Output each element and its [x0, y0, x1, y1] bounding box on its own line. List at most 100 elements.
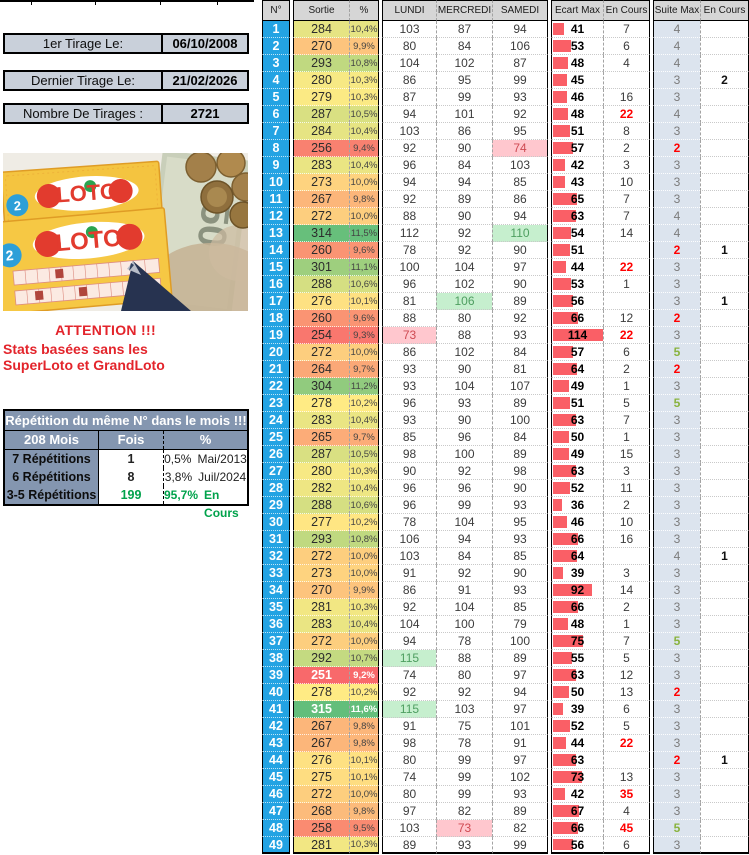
cell-n[interactable]: 44 [262, 752, 290, 769]
cell-pct[interactable]: 9,3% [349, 327, 379, 344]
rep-col-fois[interactable]: Fois [117, 432, 145, 447]
cell-ec[interactable]: 6 [603, 344, 650, 361]
cell-sec[interactable] [700, 463, 749, 480]
cell-mer[interactable]: 104 [436, 599, 492, 616]
cell-suite[interactable]: 4 [653, 106, 700, 123]
cell-sec[interactable] [700, 429, 749, 446]
cell-sam[interactable]: 91 [492, 735, 548, 752]
cell-suite[interactable]: 3 [653, 89, 700, 106]
cell-n[interactable]: 38 [262, 650, 290, 667]
cell-sam[interactable]: 90 [492, 242, 548, 259]
cell-sec[interactable] [700, 667, 749, 684]
rep-row-7[interactable]: 7 Répétitions 1 0,5% Mai/2013 [5, 450, 247, 468]
cell-ec[interactable]: 6 [603, 837, 650, 854]
cell-suite[interactable]: 4 [653, 208, 700, 225]
cell-mer[interactable]: 90 [436, 140, 492, 157]
cell-ec[interactable]: 5 [603, 718, 650, 735]
cell-mer[interactable]: 84 [436, 548, 492, 565]
cell-mer[interactable]: 92 [436, 242, 492, 259]
cell-pct[interactable]: 10,1% [349, 769, 379, 786]
cell-mer[interactable]: 101 [436, 106, 492, 123]
cell-sam[interactable]: 93 [492, 786, 548, 803]
cell-sec[interactable]: 1 [700, 242, 749, 259]
cell-pct[interactable]: 10,0% [349, 344, 379, 361]
cell-mer[interactable]: 89 [436, 191, 492, 208]
cell-ecart[interactable]: 56 [551, 293, 603, 310]
cell-sortie[interactable]: 251 [293, 667, 349, 684]
cell-sam[interactable]: 79 [492, 616, 548, 633]
cell-sec[interactable] [700, 140, 749, 157]
cell-pct[interactable]: 10,1% [349, 293, 379, 310]
cell-lun[interactable]: 93 [382, 412, 436, 429]
cell-mer[interactable]: 93 [436, 837, 492, 854]
cell-sam[interactable]: 85 [492, 174, 548, 191]
cell-ecart[interactable]: 52 [551, 718, 603, 735]
cell-sortie[interactable]: 272 [293, 633, 349, 650]
cell-pct[interactable]: 10,2% [349, 395, 379, 412]
cell-suite[interactable]: 3 [653, 480, 700, 497]
cell-ec[interactable]: 4 [603, 803, 650, 820]
cell-mer[interactable]: 96 [436, 429, 492, 446]
cell-mer[interactable]: 94 [436, 531, 492, 548]
cell-pct[interactable]: 9,7% [349, 361, 379, 378]
cell-ecart[interactable]: 55 [551, 650, 603, 667]
cell-pct[interactable]: 9,8% [349, 718, 379, 735]
cell-sortie[interactable]: 287 [293, 106, 349, 123]
cell-ecart[interactable]: 48 [551, 616, 603, 633]
cell-n[interactable]: 26 [262, 446, 290, 463]
cell-sortie[interactable]: 256 [293, 140, 349, 157]
cell-ecart[interactable]: 63 [551, 208, 603, 225]
cell-pct[interactable]: 10,3% [349, 837, 379, 854]
cell-suite[interactable]: 3 [653, 803, 700, 820]
cell-ec[interactable]: 2 [603, 599, 650, 616]
cell-n[interactable]: 24 [262, 412, 290, 429]
cell-mer[interactable]: 102 [436, 55, 492, 72]
cell-sortie[interactable]: 284 [293, 21, 349, 38]
cell-lun[interactable]: 80 [382, 752, 436, 769]
cell-lun[interactable]: 115 [382, 701, 436, 718]
cell-sec[interactable] [700, 89, 749, 106]
cell-lun[interactable]: 74 [382, 769, 436, 786]
cell-suite[interactable]: 3 [653, 667, 700, 684]
cell-sec[interactable] [700, 395, 749, 412]
cell-sam[interactable]: 94 [492, 21, 548, 38]
cell-ec[interactable]: 13 [603, 769, 650, 786]
cell-lun[interactable]: 87 [382, 89, 436, 106]
cell-n[interactable]: 31 [262, 531, 290, 548]
cell-sam[interactable]: 90 [492, 565, 548, 582]
cell-suite[interactable]: 3 [653, 446, 700, 463]
cell-sec[interactable] [700, 633, 749, 650]
cell-ec[interactable]: 1 [603, 378, 650, 395]
cell-n[interactable]: 17 [262, 293, 290, 310]
cell-lun[interactable]: 103 [382, 548, 436, 565]
cell-ecart[interactable]: 48 [551, 55, 603, 72]
cell-lun[interactable]: 88 [382, 310, 436, 327]
rep-row-6[interactable]: 6 Répétitions 8 3,8% Juil/2024 [5, 468, 247, 486]
cell-n[interactable]: 48 [262, 820, 290, 837]
cell-sortie[interactable]: 267 [293, 718, 349, 735]
cell-mer[interactable]: 78 [436, 735, 492, 752]
cell-n[interactable]: 7 [262, 123, 290, 140]
cell-sam[interactable]: 93 [492, 89, 548, 106]
cell-ec[interactable]: 1 [603, 616, 650, 633]
cell-lun[interactable]: 92 [382, 191, 436, 208]
cell-pct[interactable]: 10,1% [349, 752, 379, 769]
cell-sam[interactable]: 90 [492, 276, 548, 293]
cell-sortie[interactable]: 283 [293, 616, 349, 633]
cell-suite[interactable]: 3 [653, 837, 700, 854]
cell-pct[interactable]: 9,6% [349, 242, 379, 259]
cell-sec[interactable] [700, 684, 749, 701]
cell-ecart[interactable]: 75 [551, 633, 603, 650]
cell-n[interactable]: 46 [262, 786, 290, 803]
cell-mer[interactable]: 94 [436, 174, 492, 191]
cell-mer[interactable]: 92 [436, 463, 492, 480]
cell-ec[interactable]: 7 [603, 412, 650, 429]
cell-sortie[interactable]: 260 [293, 310, 349, 327]
cell-mer[interactable]: 84 [436, 38, 492, 55]
cell-sortie[interactable]: 258 [293, 820, 349, 837]
cell-n[interactable]: 37 [262, 633, 290, 650]
cell-mer[interactable]: 102 [436, 344, 492, 361]
cell-ec[interactable]: 4 [603, 55, 650, 72]
cell-sortie[interactable]: 280 [293, 463, 349, 480]
cell-suite[interactable]: 3 [653, 123, 700, 140]
